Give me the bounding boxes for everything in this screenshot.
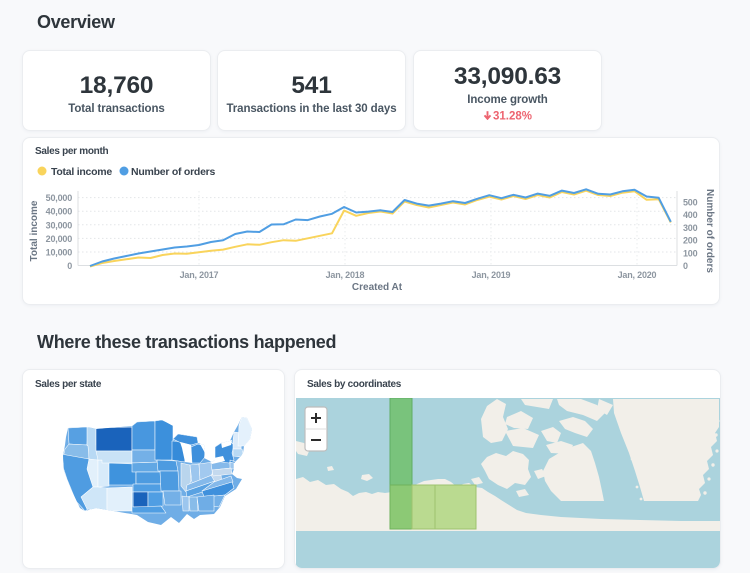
svg-text:Created At: Created At [352, 282, 403, 293]
svg-text:500: 500 [683, 198, 698, 208]
svg-text:50,000: 50,000 [46, 193, 73, 203]
svg-text:Jan, 2017: Jan, 2017 [180, 270, 219, 280]
svg-text:100: 100 [683, 248, 698, 258]
svg-text:Total income: Total income [51, 166, 112, 178]
svg-text:400: 400 [683, 210, 698, 220]
svg-text:0: 0 [683, 261, 688, 271]
svg-text:30,000: 30,000 [46, 220, 73, 230]
svg-text:20,000: 20,000 [46, 234, 73, 244]
svg-text:Jan, 2020: Jan, 2020 [618, 270, 657, 280]
svg-text:Jan, 2019: Jan, 2019 [472, 270, 511, 280]
svg-text:Jan, 2018: Jan, 2018 [326, 270, 365, 280]
svg-text:10,000: 10,000 [46, 248, 73, 258]
svg-text:0: 0 [67, 261, 72, 271]
svg-text:Total income: Total income [29, 200, 40, 261]
svg-text:300: 300 [683, 223, 698, 233]
svg-text:Number of orders: Number of orders [131, 166, 216, 178]
svg-text:200: 200 [683, 236, 698, 246]
svg-text:40,000: 40,000 [46, 207, 73, 217]
svg-text:Number of orders: Number of orders [704, 189, 715, 273]
